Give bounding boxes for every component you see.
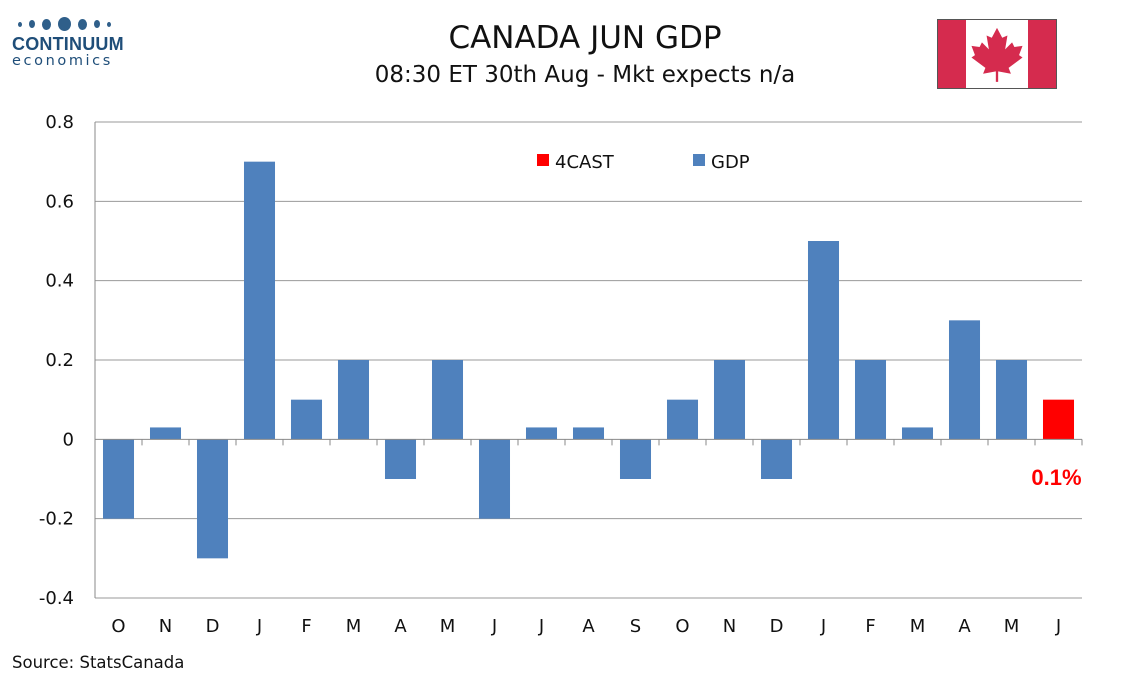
legend-swatch-gdp	[693, 154, 705, 166]
gdp-bar	[478, 439, 511, 519]
gdp-bar	[666, 399, 699, 440]
x-tick-label: J	[491, 616, 497, 637]
flag-right-band	[1028, 20, 1056, 88]
x-tick-label: D	[206, 616, 220, 637]
gdp-bar	[431, 360, 464, 440]
gdp-bar	[807, 241, 840, 440]
y-tick-label: -0.4	[39, 588, 74, 609]
y-tick-label: -0.2	[39, 509, 74, 530]
y-tick-label: 0.4	[45, 271, 74, 292]
gdp-bar	[243, 161, 276, 440]
x-tick-label: F	[865, 616, 875, 637]
axis-layer: -0.4 -0.2 0 0.2 0.4 0.6 0.8 O N D J F M A M J J A S O N D J F M A…	[39, 112, 1083, 637]
brand-subname: economics	[12, 53, 113, 69]
gdp-bar	[102, 439, 135, 519]
x-tick-label: M	[346, 616, 362, 637]
forecast-bar	[1042, 399, 1075, 440]
y-tick-label: 0.6	[45, 191, 74, 212]
grid-layer	[95, 121, 1082, 599]
legend: 4CAST GDP	[537, 152, 750, 173]
page-title: CANADA JUN GDP	[448, 20, 722, 56]
gdp-bar	[713, 360, 746, 440]
gdp-bar	[572, 427, 605, 440]
x-tick-label: J	[256, 616, 262, 637]
x-tick-label: N	[723, 616, 736, 637]
flag-center	[966, 20, 1028, 88]
y-tick-label: 0.2	[45, 350, 74, 371]
gdp-bar	[290, 399, 323, 440]
y-tick-label: 0.8	[45, 112, 74, 133]
x-tick-label: J	[538, 616, 544, 637]
x-tick-label: J	[1055, 616, 1061, 637]
x-tick-label: O	[111, 616, 125, 637]
brand-logo: CONTINUUM economics	[12, 14, 142, 69]
gdp-bar	[196, 439, 229, 559]
gdp-bar	[760, 439, 793, 479]
legend-swatch-4cast	[537, 154, 549, 166]
x-tick-label: A	[394, 616, 407, 637]
x-tick-label: O	[675, 616, 689, 637]
x-tick-label: M	[1004, 616, 1020, 637]
gdp-bar	[149, 427, 182, 440]
flag-left-band	[938, 20, 966, 88]
y-tick-label: 0	[63, 429, 74, 450]
x-tick-label: A	[582, 616, 595, 637]
x-tick-label: J	[820, 616, 826, 637]
x-tick-label: D	[770, 616, 784, 637]
x-tick-label: M	[440, 616, 456, 637]
x-tick-label: M	[910, 616, 926, 637]
brand-name: CONTINUUM	[12, 34, 124, 54]
gdp-bar	[901, 427, 934, 440]
source-note: Source: StatsCanada	[12, 653, 185, 672]
gdp-bar	[995, 360, 1028, 440]
canada-flag-icon	[937, 19, 1057, 89]
x-tick-label: F	[301, 616, 311, 637]
x-tick-label: A	[958, 616, 971, 637]
logo-dots-icon	[18, 14, 142, 34]
forecast-data-label: 0.1%	[1031, 465, 1081, 490]
page-subtitle: 08:30 ET 30th Aug - Mkt expects n/a	[374, 62, 796, 88]
legend-label-4cast: 4CAST	[555, 152, 615, 173]
gdp-bar	[337, 360, 370, 440]
bars-layer	[102, 161, 1075, 559]
gdp-bar	[525, 427, 558, 440]
gdp-bar	[948, 320, 981, 440]
legend-label-gdp: GDP	[711, 152, 750, 173]
gdp-bar	[384, 439, 417, 479]
maple-leaf-icon	[971, 27, 1023, 82]
gdp-bar	[854, 360, 887, 440]
x-tick-label: N	[159, 616, 172, 637]
x-tick-label: S	[630, 616, 641, 637]
gdp-bar	[619, 439, 652, 479]
